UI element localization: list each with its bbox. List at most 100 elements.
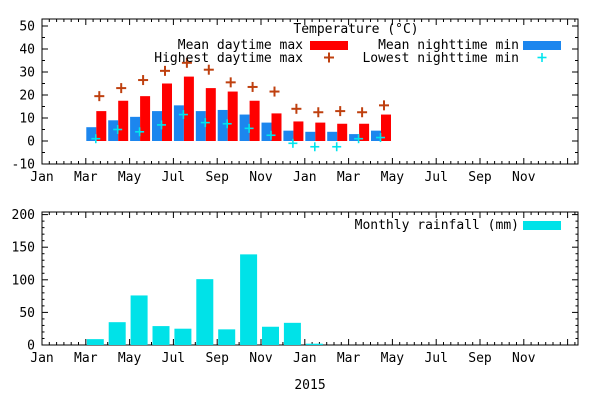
bar-mean-nighttime-min-2015-06: [152, 111, 162, 141]
marker-lowest-nighttime-min-2016-01: [310, 142, 320, 152]
temp-ytick-label: 0: [27, 135, 35, 150]
bar-mean-nighttime-min-2015-12: [283, 130, 294, 141]
bar-mean-daytime-max-2015-07: [183, 76, 194, 141]
temp-ytick-label: -10: [12, 158, 35, 173]
rain-xtick-label: May: [381, 351, 405, 366]
rain-ytick-label: 0: [27, 339, 35, 354]
bar-mean-daytime-max-2015-09: [227, 91, 238, 141]
rain-xaxis-year-label: 2015: [294, 378, 325, 393]
marker-highest-daytime-max-2015-11: [269, 86, 280, 97]
marker-highest-daytime-max-2015-10: [247, 81, 258, 92]
temp-xtick-label: Jan: [30, 170, 53, 185]
marker-lowest-nighttime-min-2015-11: [266, 130, 276, 140]
temperature-legend: Temperature (°C)Mean daytime max Mean nig…: [154, 22, 561, 66]
temp-ytick-label: 20: [19, 89, 35, 104]
bar-mean-nighttime-min-2015-04: [108, 120, 119, 141]
temp-xtick-label: Jul: [162, 170, 185, 185]
marker-lowest-nighttime-min-2015-10: [244, 123, 254, 133]
bar-monthly-rainfall-2015-03: [86, 339, 104, 345]
rain-ytick-label: 100: [12, 273, 35, 288]
temp-xtick-label: Sep: [468, 170, 492, 185]
marker-highest-daytime-max-2016-01: [313, 107, 324, 118]
marker-lowest-nighttime-min-2016-03: [354, 134, 364, 144]
temp-xtick-label: May: [118, 170, 142, 185]
bar-mean-daytime-max-2015-11: [271, 113, 282, 141]
bar-monthly-rainfall-2015-06: [152, 326, 170, 345]
legend-swatch-monthly-rainfall: [523, 221, 561, 230]
legend-label-monthly-rainfall: Monthly rainfall (mm): [355, 218, 519, 233]
legend-swatch-mean-nighttime-min: [523, 41, 561, 50]
temperature-markers: [91, 57, 389, 152]
marker-highest-daytime-max-2015-12: [291, 103, 302, 114]
bar-mean-nighttime-min-2015-11: [261, 122, 272, 141]
bar-monthly-rainfall-2015-05: [130, 295, 148, 345]
rainfall-chart: 0 50 100 150 200 Jan Mar May Jul Sep Nov Jan Mar May J…: [12, 208, 536, 393]
rain-ytick-label: 200: [12, 208, 35, 223]
marker-lowest-nighttime-min-2015-12: [288, 138, 298, 148]
rain-xtick-label: Sep: [205, 351, 229, 366]
bar-mean-daytime-max-2015-10: [249, 100, 260, 141]
temperature-bars: [86, 76, 391, 141]
rainfall-legend: Monthly rainfall (mm): [355, 218, 561, 233]
marker-highest-daytime-max-2015-09: [225, 77, 236, 88]
marker-lowest-nighttime-min-2015-03: [91, 134, 101, 144]
rain-xtick-label: Mar: [337, 351, 361, 366]
legend-label-mean-nighttime-min: Mean nighttime min: [378, 38, 519, 53]
marker-highest-daytime-max-2016-03: [357, 107, 368, 118]
bar-mean-daytime-max-2015-04: [118, 100, 129, 141]
temperature-plot: [41, 18, 579, 165]
legend-label-lowest-nighttime-min: Lowest nighttime min: [362, 51, 519, 66]
temperature-legend-title: Temperature (°C): [293, 22, 418, 37]
rain-ytick-label: 150: [12, 241, 35, 256]
legend-swatch-mean-daytime-max: [310, 41, 348, 50]
marker-lowest-nighttime-min-2015-05: [135, 127, 145, 137]
marker-highest-daytime-max-2016-02: [335, 106, 346, 117]
bar-mean-nighttime-min-2016-04: [371, 130, 381, 141]
temp-xtick-label: May: [381, 170, 405, 185]
bar-mean-daytime-max-2016-03: [359, 123, 370, 141]
bar-monthly-rainfall-2015-09: [218, 329, 236, 345]
bar-monthly-rainfall-2015-10: [240, 254, 258, 345]
marker-highest-daytime-max-2015-06: [160, 65, 170, 76]
rain-xtick-label: May: [118, 351, 142, 366]
rain-ytick-label: 50: [19, 306, 35, 321]
bar-monthly-rainfall-2015-04: [108, 322, 126, 345]
marker-highest-daytime-max-2015-08: [203, 64, 214, 75]
legend-marker-lowest-nighttime-min: [537, 53, 547, 62]
rain-xtick-label: Jul: [424, 351, 447, 366]
temp-xtick-label: Mar: [337, 170, 361, 185]
rain-xtick-label: Nov: [249, 351, 273, 366]
marker-lowest-nighttime-min-2015-08: [200, 118, 210, 128]
bar-mean-daytime-max-2016-04: [381, 114, 391, 141]
rainfall-bars: [86, 254, 323, 345]
bar-mean-daytime-max-2016-02: [337, 123, 348, 141]
legend-label-highest-daytime-max: Highest daytime max: [154, 51, 303, 66]
rain-xtick-label: Nov: [512, 351, 536, 366]
legend-marker-highest-daytime-max: [324, 52, 334, 63]
temp-ytick-label: 10: [19, 112, 35, 127]
bar-mean-nighttime-min-2015-09: [217, 109, 228, 141]
bar-monthly-rainfall-2015-12: [283, 322, 301, 345]
bar-mean-nighttime-min-2016-02: [327, 131, 338, 141]
temp-xtick-label: Sep: [205, 170, 229, 185]
marker-lowest-nighttime-min-2015-06: [157, 120, 166, 130]
temp-xtick-label: Jan: [293, 170, 316, 185]
bar-mean-daytime-max-2016-01: [315, 122, 326, 141]
bar-mean-daytime-max-2015-06: [162, 83, 172, 141]
marker-lowest-nighttime-min-2016-02: [332, 142, 342, 152]
temp-ytick-label: 30: [19, 66, 35, 81]
bar-monthly-rainfall-2016-01: [305, 343, 323, 345]
bar-mean-nighttime-min-2015-07: [173, 105, 184, 141]
temp-xtick-label: Nov: [249, 170, 273, 185]
temperature-chart: -10 0 10 20 30 40 50 Jan Mar May Jul Sep Nov Jan Mar Ma…: [12, 20, 536, 186]
marker-highest-daytime-max-2015-07: [181, 57, 192, 68]
rain-xtick-label: Jan: [30, 351, 53, 366]
marker-lowest-nighttime-min-2016-04: [376, 133, 385, 143]
rain-xtick-label: Jan: [293, 351, 316, 366]
marker-highest-daytime-max-2016-04: [379, 100, 389, 111]
rain-xtick-label: Mar: [74, 351, 98, 366]
marker-highest-daytime-max-2015-05: [138, 75, 149, 86]
bar-mean-daytime-max-2015-12: [293, 121, 304, 141]
